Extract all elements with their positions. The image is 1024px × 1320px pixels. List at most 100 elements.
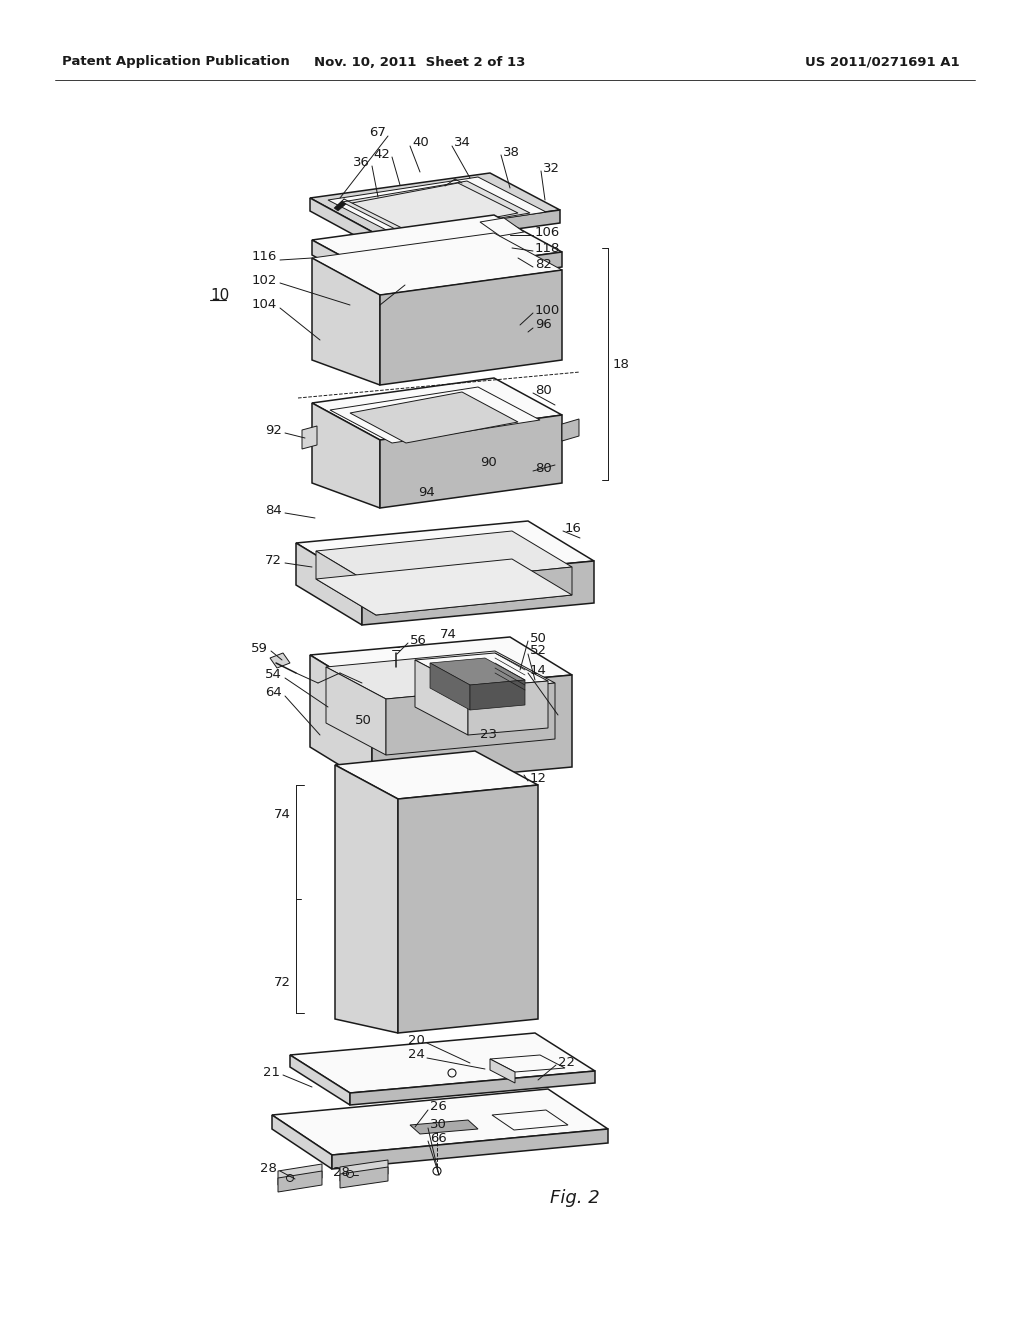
Text: 66: 66	[430, 1131, 446, 1144]
Polygon shape	[326, 651, 555, 700]
Polygon shape	[380, 271, 562, 385]
Polygon shape	[316, 558, 572, 615]
Polygon shape	[330, 387, 540, 444]
Polygon shape	[490, 1055, 565, 1072]
Text: 90: 90	[480, 455, 497, 469]
Text: 21: 21	[263, 1065, 280, 1078]
Polygon shape	[310, 655, 372, 785]
Polygon shape	[326, 667, 386, 755]
Text: 34: 34	[454, 136, 471, 149]
Text: 10: 10	[210, 288, 229, 302]
Polygon shape	[380, 414, 562, 508]
Polygon shape	[296, 543, 362, 624]
Text: 42: 42	[373, 148, 390, 161]
Polygon shape	[492, 1110, 568, 1130]
Text: 30: 30	[430, 1118, 446, 1131]
Text: 22: 22	[558, 1056, 575, 1068]
Polygon shape	[430, 657, 525, 685]
Text: 118: 118	[535, 242, 560, 255]
Text: 80: 80	[535, 384, 552, 396]
Text: 28: 28	[260, 1162, 278, 1175]
Polygon shape	[312, 240, 380, 292]
Text: 54: 54	[265, 668, 282, 681]
Text: 18: 18	[613, 358, 630, 371]
Text: 72: 72	[274, 977, 291, 990]
Text: 36: 36	[353, 157, 370, 169]
Text: 28: 28	[333, 1166, 350, 1179]
Polygon shape	[350, 392, 518, 444]
Text: 74: 74	[274, 808, 291, 821]
Text: 14: 14	[530, 664, 547, 676]
Polygon shape	[312, 403, 380, 508]
Text: 52: 52	[530, 644, 547, 657]
Text: 20: 20	[409, 1034, 425, 1047]
Polygon shape	[350, 1071, 595, 1105]
Polygon shape	[272, 1115, 332, 1170]
Polygon shape	[378, 210, 560, 248]
Polygon shape	[316, 550, 376, 615]
Polygon shape	[316, 531, 572, 587]
Text: Fig. 2: Fig. 2	[550, 1189, 600, 1206]
Polygon shape	[310, 198, 378, 248]
Polygon shape	[270, 653, 290, 668]
Polygon shape	[296, 521, 594, 583]
Text: 84: 84	[265, 503, 282, 516]
Text: 82: 82	[535, 257, 552, 271]
Text: 67: 67	[369, 127, 386, 140]
Polygon shape	[278, 1164, 322, 1185]
Polygon shape	[334, 201, 346, 211]
Polygon shape	[278, 1171, 322, 1192]
Text: 80: 80	[535, 462, 552, 474]
Polygon shape	[398, 785, 538, 1034]
Text: 24: 24	[409, 1048, 425, 1061]
Text: 104: 104	[252, 298, 278, 312]
Polygon shape	[415, 660, 468, 735]
Polygon shape	[352, 183, 518, 234]
Text: 64: 64	[265, 686, 282, 700]
Text: 26: 26	[430, 1101, 446, 1114]
Polygon shape	[340, 1167, 388, 1188]
Text: Nov. 10, 2011  Sheet 2 of 13: Nov. 10, 2011 Sheet 2 of 13	[314, 55, 525, 69]
Polygon shape	[312, 215, 562, 277]
Polygon shape	[272, 1089, 608, 1155]
Text: 23: 23	[480, 729, 497, 742]
Polygon shape	[310, 173, 560, 235]
Polygon shape	[312, 234, 562, 294]
Polygon shape	[302, 426, 317, 449]
Text: 59: 59	[251, 642, 268, 655]
Text: 102: 102	[252, 273, 278, 286]
Polygon shape	[328, 177, 546, 235]
Polygon shape	[312, 378, 562, 440]
Polygon shape	[386, 682, 555, 755]
Text: 96: 96	[535, 318, 552, 331]
Text: 72: 72	[265, 553, 282, 566]
Polygon shape	[380, 252, 562, 292]
Text: 92: 92	[265, 424, 282, 437]
Polygon shape	[372, 675, 572, 785]
Polygon shape	[468, 681, 548, 735]
Text: 94: 94	[418, 486, 435, 499]
Polygon shape	[562, 418, 579, 441]
Polygon shape	[332, 1129, 608, 1170]
Text: 50: 50	[530, 631, 547, 644]
Polygon shape	[470, 680, 525, 710]
Text: US 2011/0271691 A1: US 2011/0271691 A1	[805, 55, 961, 69]
Polygon shape	[335, 766, 398, 1034]
Polygon shape	[342, 181, 530, 234]
Text: 116: 116	[252, 251, 278, 264]
Polygon shape	[490, 1059, 515, 1082]
Text: 106: 106	[535, 226, 560, 239]
Text: 74: 74	[440, 628, 457, 642]
Text: 40: 40	[412, 136, 429, 149]
Polygon shape	[362, 561, 594, 624]
Text: 32: 32	[543, 161, 560, 174]
Polygon shape	[415, 653, 548, 688]
Polygon shape	[290, 1055, 350, 1105]
Text: 16: 16	[565, 521, 582, 535]
Polygon shape	[340, 1160, 388, 1181]
Polygon shape	[335, 751, 538, 799]
Polygon shape	[430, 663, 470, 710]
Text: Patent Application Publication: Patent Application Publication	[62, 55, 290, 69]
Text: 56: 56	[410, 634, 427, 647]
Text: 12: 12	[530, 771, 547, 784]
